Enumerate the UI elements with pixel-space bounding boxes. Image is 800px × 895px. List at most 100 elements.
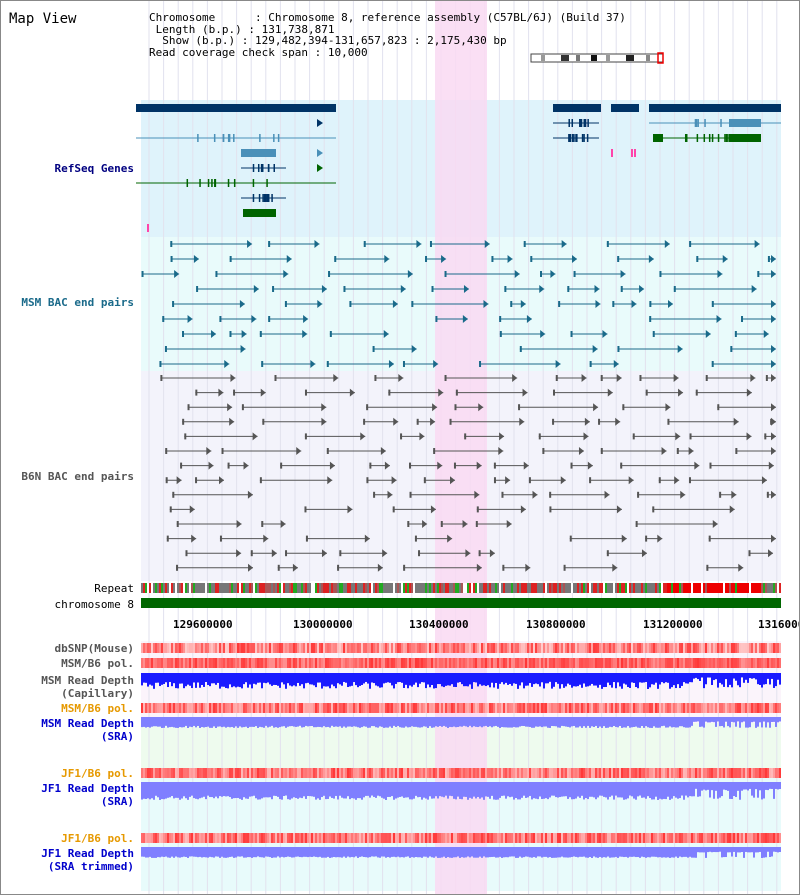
axis-tick-label: 129600000 [173, 618, 233, 631]
repeat-element [597, 583, 599, 593]
bac-end [761, 476, 767, 485]
polymorphism-cell [407, 658, 409, 668]
polymorphism-cell [349, 703, 351, 713]
bac-end [476, 563, 482, 572]
bac-end [570, 331, 573, 337]
track-label-repeat[interactable]: Repeat [94, 582, 134, 595]
polymorphism-cell [253, 703, 255, 713]
read-depth-bar [171, 847, 173, 857]
polymorphism-cell [221, 833, 223, 843]
polymorphism-cell [701, 703, 703, 713]
read-depth-bar [735, 717, 737, 727]
polymorphism-cell [517, 833, 519, 843]
polymorphism-cell [475, 703, 477, 713]
bac-end [606, 241, 609, 247]
bac-end [694, 461, 700, 470]
repeat-element [735, 583, 737, 593]
track-label-b6n-bac[interactable]: B6N BAC end pairs [21, 470, 134, 483]
polymorphism-cell [465, 703, 467, 713]
bac-end [172, 491, 175, 498]
polymorphism-cell [465, 643, 467, 653]
repeat-element [635, 583, 637, 593]
polymorphism-cell [185, 643, 187, 653]
read-depth-bar [679, 847, 681, 857]
read-depth-bar [453, 717, 455, 727]
track-label-dbsnp[interactable]: dbSNP(Mouse) [54, 642, 134, 655]
bac-end [615, 417, 621, 426]
polymorphism-cell [651, 658, 653, 668]
bac-end [248, 563, 254, 572]
polymorphism-cell [703, 768, 705, 778]
repeat-element [221, 583, 223, 593]
polymorphism-cell [179, 658, 181, 668]
polymorphism-cell [445, 658, 447, 668]
read-depth-bar [475, 782, 477, 799]
track-label-msm-depth-capillary[interactable]: MSM Read Depth (Capillary) [41, 674, 134, 700]
polymorphism-cell [371, 643, 373, 653]
read-depth-bar [431, 673, 433, 686]
polymorphism-cell [695, 768, 697, 778]
track-label-refseq[interactable]: RefSeq Genes [54, 162, 134, 175]
read-depth-bar [375, 782, 377, 798]
track-label-jf1-depth-trimmed[interactable]: JF1 Read Depth (SRA trimmed) [41, 847, 134, 873]
polymorphism-cell [279, 703, 281, 713]
polymorphism-cell [279, 833, 281, 843]
track-label-jf1-depth-sra[interactable]: JF1 Read Depth (SRA) [41, 782, 134, 808]
polymorphism-cell [545, 658, 547, 668]
polymorphism-cell [527, 658, 529, 668]
read-depth-bar [747, 673, 749, 683]
repeat-element [431, 583, 433, 593]
polymorphism-cell [545, 833, 547, 843]
polymorphism-cell [545, 768, 547, 778]
track-label-msm-bac[interactable]: MSM BAC end pairs [21, 296, 134, 309]
track-label-msm-pol[interactable]: MSM/B6 pol. [61, 657, 134, 670]
bac-end [384, 461, 390, 470]
read-depth-bar [325, 847, 327, 858]
bac-end [229, 417, 235, 426]
read-depth-bar [285, 673, 287, 689]
read-depth-bar [771, 847, 773, 857]
read-depth-bar [447, 673, 449, 686]
polymorphism-cell [683, 833, 685, 843]
polymorphism-cell [235, 768, 237, 778]
polymorphism-cell [477, 768, 479, 778]
repeat-element [279, 583, 281, 593]
track-label-jf1-pol-2[interactable]: JF1/B6 pol. [61, 832, 134, 845]
polymorphism-cell [481, 703, 483, 713]
polymorphism-cell [493, 833, 495, 843]
bac-end [675, 432, 681, 441]
polymorphism-cell [541, 658, 543, 668]
read-depth-bar [189, 717, 191, 727]
track-label-jf1-pol[interactable]: JF1/B6 pol. [61, 767, 134, 780]
polymorphism-cell [609, 833, 611, 843]
track-label-chromosome[interactable]: chromosome 8 [54, 598, 134, 611]
polymorphism-cell [475, 643, 477, 653]
polymorphism-cell [569, 833, 571, 843]
read-depth-bar [721, 673, 723, 685]
read-depth-bar [679, 717, 681, 727]
track-label-msm-pol-2[interactable]: MSM/B6 pol. [61, 702, 134, 715]
bac-end [304, 506, 307, 513]
polymorphism-cell [559, 768, 561, 778]
bac-end [211, 330, 217, 338]
read-depth-bar [617, 782, 619, 798]
polymorphism-cell [377, 703, 379, 713]
read-depth-bar [483, 782, 485, 800]
track-label-msm-depth-sra[interactable]: MSM Read Depth (SRA) [41, 717, 134, 743]
polymorphism-cell [343, 658, 345, 668]
read-depth-bar [735, 673, 737, 681]
polymorphism-cell [615, 658, 617, 668]
repeat-element [165, 583, 167, 593]
read-depth-bar [331, 847, 333, 858]
polymorphism-cell [623, 833, 625, 843]
read-depth-bar [321, 717, 323, 728]
read-depth-bar [151, 717, 153, 727]
bac-end [530, 256, 533, 262]
polymorphism-cell [453, 643, 455, 653]
read-depth-bar [553, 717, 555, 727]
polymorphism-cell [175, 768, 177, 778]
polymorphism-cell [329, 643, 331, 653]
read-depth-bar [235, 717, 237, 727]
